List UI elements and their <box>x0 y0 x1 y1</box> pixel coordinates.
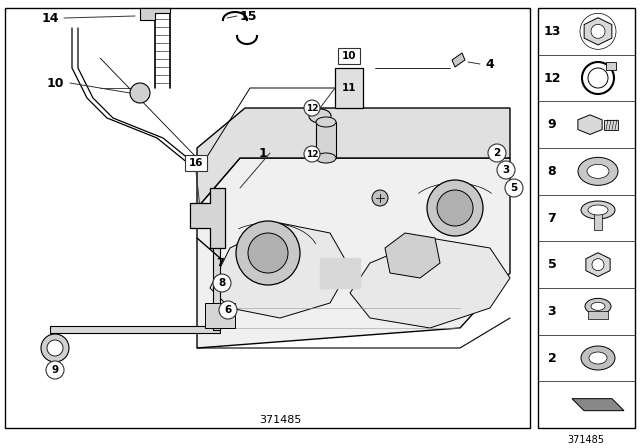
Text: 4: 4 <box>486 57 494 70</box>
Text: 3: 3 <box>548 305 556 318</box>
Text: 10: 10 <box>46 77 64 90</box>
Polygon shape <box>320 258 360 288</box>
Text: 14: 14 <box>41 12 59 25</box>
Text: 9: 9 <box>548 118 556 131</box>
Circle shape <box>372 190 388 206</box>
Ellipse shape <box>588 205 608 215</box>
Ellipse shape <box>581 346 615 370</box>
Text: 12: 12 <box>543 72 561 85</box>
Polygon shape <box>140 8 170 20</box>
Text: 7: 7 <box>548 211 556 224</box>
Text: 3: 3 <box>502 165 509 175</box>
Circle shape <box>47 340 63 356</box>
Text: 13: 13 <box>543 25 561 38</box>
Text: 8: 8 <box>218 278 226 288</box>
Circle shape <box>488 144 506 162</box>
Text: 7: 7 <box>216 258 224 268</box>
Polygon shape <box>190 188 225 248</box>
Circle shape <box>304 146 320 162</box>
Text: 15: 15 <box>239 9 257 22</box>
Ellipse shape <box>578 157 618 185</box>
Ellipse shape <box>309 109 331 123</box>
Ellipse shape <box>316 153 336 163</box>
Text: 5: 5 <box>548 258 556 271</box>
Text: 5: 5 <box>510 183 518 193</box>
Ellipse shape <box>589 352 607 364</box>
Text: 371485: 371485 <box>259 415 301 425</box>
Text: 11: 11 <box>342 83 356 93</box>
Text: 9: 9 <box>51 365 59 375</box>
Circle shape <box>497 161 515 179</box>
Bar <box>335 68 363 108</box>
Polygon shape <box>350 238 510 328</box>
Text: 16: 16 <box>189 158 204 168</box>
Circle shape <box>248 233 288 273</box>
Text: 2: 2 <box>548 352 556 365</box>
Text: 371485: 371485 <box>568 435 605 445</box>
Text: 1: 1 <box>259 146 268 159</box>
Polygon shape <box>572 399 624 411</box>
Ellipse shape <box>591 302 605 310</box>
Bar <box>594 210 602 230</box>
Circle shape <box>304 100 320 116</box>
Polygon shape <box>197 158 510 348</box>
Bar <box>606 62 616 70</box>
Bar <box>588 311 608 319</box>
Bar <box>538 8 635 428</box>
Circle shape <box>437 190 473 226</box>
Circle shape <box>46 361 64 379</box>
Circle shape <box>427 180 483 236</box>
Circle shape <box>219 301 237 319</box>
Bar <box>205 303 235 328</box>
Circle shape <box>505 179 523 197</box>
Text: 2: 2 <box>493 148 500 158</box>
Polygon shape <box>584 18 612 45</box>
Bar <box>5 8 530 428</box>
Ellipse shape <box>587 164 609 178</box>
Ellipse shape <box>581 201 615 219</box>
Text: 10: 10 <box>342 51 356 61</box>
Text: 8: 8 <box>548 165 556 178</box>
Polygon shape <box>210 223 350 318</box>
Ellipse shape <box>316 117 336 127</box>
Polygon shape <box>213 228 220 330</box>
Ellipse shape <box>585 298 611 314</box>
Polygon shape <box>452 53 465 67</box>
Polygon shape <box>50 326 220 333</box>
Text: 12: 12 <box>306 103 318 112</box>
Circle shape <box>130 83 150 103</box>
Polygon shape <box>197 108 510 208</box>
Text: 6: 6 <box>225 305 232 315</box>
Polygon shape <box>586 253 610 276</box>
Circle shape <box>592 258 604 271</box>
Text: 12: 12 <box>306 150 318 159</box>
Polygon shape <box>385 233 440 278</box>
Bar <box>185 155 207 171</box>
Bar <box>338 48 360 64</box>
Circle shape <box>591 24 605 39</box>
Polygon shape <box>578 115 602 134</box>
Bar <box>604 120 618 129</box>
Bar <box>316 122 336 158</box>
Circle shape <box>213 274 231 292</box>
Circle shape <box>41 334 69 362</box>
Circle shape <box>236 221 300 285</box>
